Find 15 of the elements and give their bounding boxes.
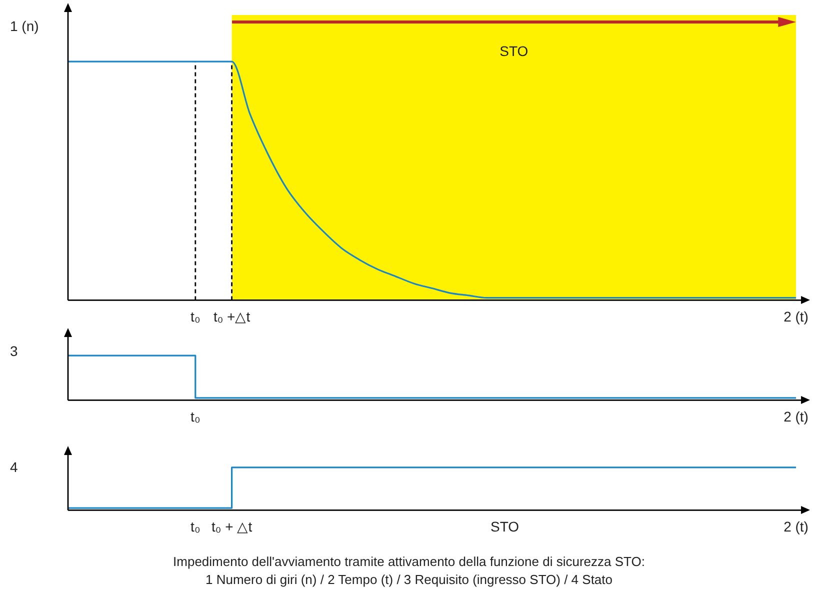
text: Impedimento dell'avviamento tramite attivamento della funzione di sicurezza STO: bbox=[172, 553, 646, 571]
x-tick-label: t₀ bbox=[190, 518, 200, 534]
y-axis-title: 3 bbox=[10, 343, 18, 359]
y-axis-title: 1 (n) bbox=[10, 18, 39, 34]
band-label: STO bbox=[500, 42, 528, 59]
x-tick-label: t₀ bbox=[190, 408, 200, 424]
x-tick-label: 2 (t) bbox=[784, 518, 808, 534]
text: 1 Numero di giri (n) / 2 Tempo (t) / 3 Requisito (ingresso STO) / 4 Stato bbox=[204, 571, 614, 589]
x-tick-label: STO bbox=[490, 518, 520, 534]
x-tick-label: 2 (t) bbox=[784, 408, 808, 424]
x-tick-label: t₀ + △t bbox=[212, 518, 252, 534]
x-tick-label: t₀ bbox=[190, 308, 200, 324]
y-axis-title: 4 bbox=[10, 459, 18, 475]
x-tick-label: t₀ +△t bbox=[213, 308, 250, 324]
x-tick-label: 2 (t) bbox=[784, 308, 808, 324]
